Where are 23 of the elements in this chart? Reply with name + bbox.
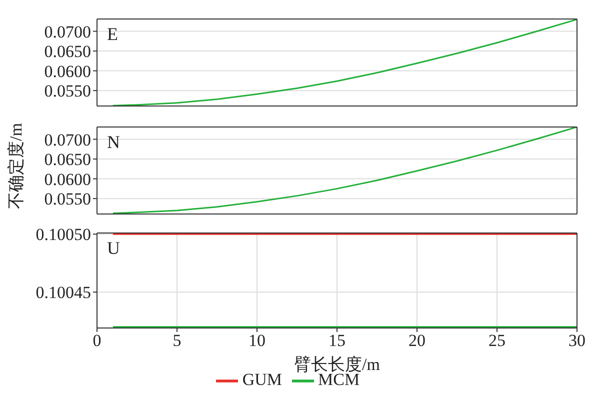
- x-tick-label: 25: [488, 331, 506, 350]
- y-tick-label: 0.0650: [44, 150, 91, 170]
- y-tick-label: 0.0600: [44, 62, 91, 81]
- chart-title: U: [107, 238, 120, 259]
- x-axis-title: 臂长长度/m: [294, 355, 380, 374]
- y-tick-label: 0.0600: [44, 170, 91, 189]
- chart-title: E: [107, 24, 118, 45]
- x-tick-label: 15: [328, 331, 346, 350]
- x-tick-label: 5: [172, 331, 182, 350]
- y-tick-label: 0.10050: [36, 225, 91, 244]
- y-tick-label: 0.0700: [44, 130, 91, 150]
- y-tick-label: 0.0700: [44, 22, 91, 42]
- x-tick-label: 20: [408, 331, 426, 350]
- y-tick-label: 0.10045: [36, 283, 91, 302]
- x-tick-label: 10: [248, 331, 266, 350]
- x-tick-label: 0: [92, 331, 102, 350]
- y-tick-label: 0.0550: [44, 190, 91, 209]
- y-axis-title: 不确定度/m: [6, 123, 26, 209]
- legend-label: GUM: [242, 370, 282, 389]
- y-tick-label: 0.0550: [44, 82, 91, 101]
- x-tick-label: 30: [568, 331, 586, 350]
- chart-title: N: [107, 132, 120, 153]
- y-tick-label: 0.0650: [44, 42, 91, 62]
